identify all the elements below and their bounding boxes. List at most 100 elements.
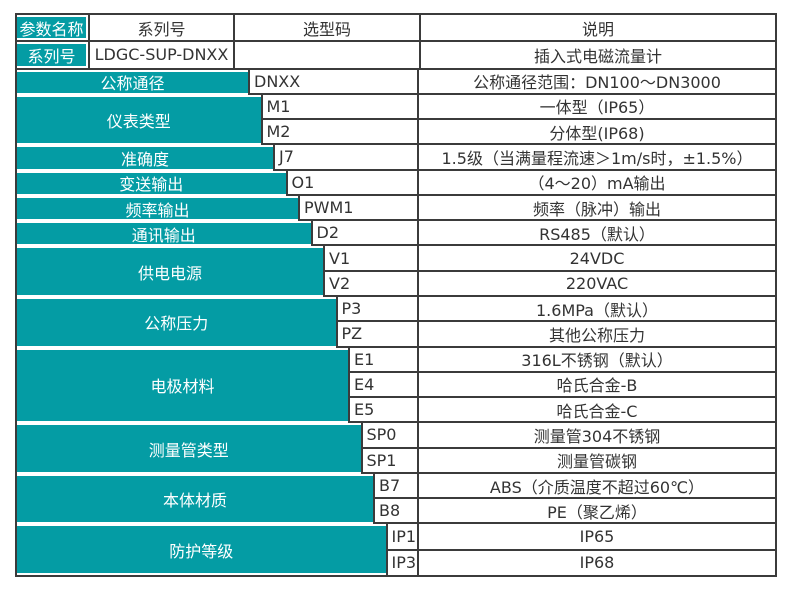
option-code-cell: V2 bbox=[323, 271, 419, 295]
option-row: PZ 其他公称压力 bbox=[335, 322, 775, 348]
header-param-label: 参数名称 bbox=[17, 17, 86, 39]
option-row: E4 哈氏合金-B bbox=[348, 372, 775, 399]
param-options: D2 RS485（默认） bbox=[310, 221, 775, 247]
option-row: SP1 测量管碳钢 bbox=[360, 448, 775, 474]
header-cell-param: 参数名称 bbox=[17, 15, 88, 40]
option-code-cell: DNXX bbox=[248, 69, 419, 93]
option-code-cell: E4 bbox=[348, 372, 419, 397]
param-group: 供电电源 V1 24VDC V2 220VAC bbox=[17, 246, 775, 297]
option-desc-cell: 哈氏合金-C bbox=[556, 401, 638, 421]
option-code-cell: PZ bbox=[335, 322, 419, 346]
option-desc-cell: 测量管碳钢 bbox=[556, 452, 637, 472]
option-row: J7 1.5级（当满量程流速＞1m/s时，±1.5%） bbox=[273, 145, 775, 171]
option-desc-cell: 一体型（IP65） bbox=[539, 98, 655, 118]
model-selection-table: 参数名称 系列号 选型码 说明 系列号 LDGC-SUP-DNXX 插入式电磁流… bbox=[15, 13, 777, 577]
option-desc-cell: 1.5级（当满量程流速＞1m/s时，±1.5%） bbox=[441, 148, 753, 168]
option-row: M2 分体型(IP68) bbox=[260, 120, 775, 146]
option-row: V1 24VDC bbox=[323, 246, 775, 272]
option-code-cell: IP1 bbox=[385, 524, 419, 549]
param-options: J7 1.5级（当满量程流速＞1m/s时，±1.5%） bbox=[273, 145, 775, 171]
option-row: B7 ABS（介质温度不超过60℃） bbox=[373, 473, 775, 500]
param-group: 防护等级 IP1 IP65 IP3 IP68 bbox=[17, 524, 775, 575]
header-cell-code: 选型码 bbox=[233, 15, 419, 41]
option-code-cell: M2 bbox=[260, 120, 419, 144]
table-header-row: 参数名称 系列号 选型码 说明 bbox=[17, 15, 775, 43]
option-desc-cell: PE（聚乙烯） bbox=[547, 502, 647, 522]
param-options: V1 24VDC V2 220VAC bbox=[323, 246, 775, 297]
param-label: 频率输出 bbox=[17, 197, 298, 220]
param-group: 公称压力 P3 1.6MPa（默认） PZ 其他公称压力 bbox=[17, 296, 775, 348]
option-code-cell: D2 bbox=[310, 221, 419, 245]
param-label: 仪表类型 bbox=[17, 96, 261, 144]
parameter-groups: 公称通径 DNXX 公称通径范围：DN100～DN3000 仪表类型 M1 一体型（IP6… bbox=[17, 69, 775, 575]
option-row: DNXX 公称通径范围：DN100～DN3000 bbox=[248, 69, 775, 95]
option-row: E1 316L不锈钢（默认） bbox=[348, 347, 775, 373]
option-code-cell: B8 bbox=[373, 499, 419, 523]
param-label: 通讯输出 bbox=[17, 223, 311, 245]
option-desc-cell: 220VAC bbox=[565, 273, 629, 293]
option-desc-cell: 分体型(IP68) bbox=[549, 123, 645, 143]
option-code-cell: V1 bbox=[323, 246, 419, 270]
option-desc-cell: 其他公称压力 bbox=[548, 325, 645, 345]
option-row: P3 1.6MPa（默认） bbox=[335, 296, 775, 323]
header-cell-desc: 说明 bbox=[419, 15, 775, 41]
option-desc-cell: 频率（脉冲）输出 bbox=[532, 199, 661, 219]
option-desc-cell: 316L不锈钢（默认） bbox=[521, 351, 673, 371]
param-options: IP1 IP65 IP3 IP68 bbox=[385, 524, 776, 575]
param-options: DNXX 公称通径范围：DN100～DN3000 bbox=[248, 69, 775, 95]
param-label: 公称压力 bbox=[17, 298, 336, 346]
option-code-cell: J7 bbox=[273, 145, 419, 169]
option-desc-cell: 1.6MPa（默认） bbox=[536, 300, 658, 320]
param-options: SP0 测量管304不锈钢 SP1 测量管碳钢 bbox=[360, 423, 775, 474]
param-label: 变送输出 bbox=[17, 172, 286, 194]
param-label: 电极材料 bbox=[17, 349, 348, 422]
option-code-cell: SP1 bbox=[360, 448, 419, 472]
option-code-cell: P3 bbox=[335, 296, 419, 321]
header-cell-series: 系列号 bbox=[88, 15, 233, 41]
option-row: SP0 测量管304不锈钢 bbox=[360, 423, 775, 449]
param-options: P3 1.6MPa（默认） PZ 其他公称压力 bbox=[335, 296, 775, 348]
option-code-cell: B7 bbox=[373, 473, 419, 498]
series-model-cell: LDGC-SUP-DNXX bbox=[88, 42, 233, 68]
option-desc-cell: 公称通径范围：DN100～DN3000 bbox=[473, 73, 721, 93]
param-group: 变送输出 O1 （4～20）mA输出 bbox=[17, 170, 775, 196]
param-group: 电极材料 E1 316L不锈钢（默认） E4 哈氏合金-B E5 哈氏合金-C bbox=[17, 347, 775, 424]
option-desc-cell: ABS（介质温度不超过60℃） bbox=[489, 477, 705, 497]
option-code-cell: E5 bbox=[348, 398, 419, 422]
option-desc-cell: 测量管304不锈钢 bbox=[533, 426, 661, 446]
series-label-cell: 系列号 bbox=[17, 42, 88, 67]
option-row: B8 PE（聚乙烯） bbox=[373, 499, 775, 525]
param-options: E1 316L不锈钢（默认） E4 哈氏合金-B E5 哈氏合金-C bbox=[348, 347, 775, 424]
option-code-cell: IP3 bbox=[385, 550, 419, 575]
param-options: B7 ABS（介质温度不超过60℃） B8 PE（聚乙烯） bbox=[373, 473, 775, 525]
option-code-cell: SP0 bbox=[360, 423, 419, 447]
param-label: 供电电源 bbox=[17, 248, 323, 295]
param-label: 本体材质 bbox=[17, 475, 373, 523]
option-row: V2 220VAC bbox=[323, 271, 775, 297]
series-spacer-cell bbox=[233, 42, 419, 68]
param-label: 测量管类型 bbox=[17, 425, 361, 472]
option-code-cell: M1 bbox=[260, 94, 419, 119]
option-row: M1 一体型（IP65） bbox=[260, 94, 775, 121]
option-desc-cell: 哈氏合金-B bbox=[556, 376, 638, 396]
option-desc-cell: RS485（默认） bbox=[539, 224, 655, 244]
option-desc-cell: IP65 bbox=[579, 527, 615, 547]
param-group: 通讯输出 D2 RS485（默认） bbox=[17, 221, 775, 247]
option-row: E5 哈氏合金-C bbox=[348, 398, 775, 424]
option-desc-cell: IP68 bbox=[579, 553, 615, 573]
param-group: 仪表类型 M1 一体型（IP65） M2 分体型(IP68) bbox=[17, 94, 775, 146]
param-options: O1 （4～20）mA输出 bbox=[285, 170, 775, 196]
param-group: 本体材质 B7 ABS（介质温度不超过60℃） B8 PE（聚乙烯） bbox=[17, 473, 775, 525]
param-group: 公称通径 DNXX 公称通径范围：DN100～DN3000 bbox=[17, 69, 775, 95]
option-row: IP3 IP68 bbox=[385, 550, 776, 575]
option-desc-cell: 24VDC bbox=[569, 248, 625, 268]
option-code-cell: PWM1 bbox=[298, 195, 419, 220]
option-code-cell: O1 bbox=[285, 170, 419, 194]
option-row: PWM1 频率（脉冲）输出 bbox=[298, 195, 775, 222]
option-row: D2 RS485（默认） bbox=[310, 221, 775, 247]
param-label: 准确度 bbox=[17, 147, 273, 169]
param-label: 防护等级 bbox=[17, 526, 386, 573]
series-label: 系列号 bbox=[17, 44, 86, 66]
param-label: 公称通径 bbox=[17, 71, 248, 93]
